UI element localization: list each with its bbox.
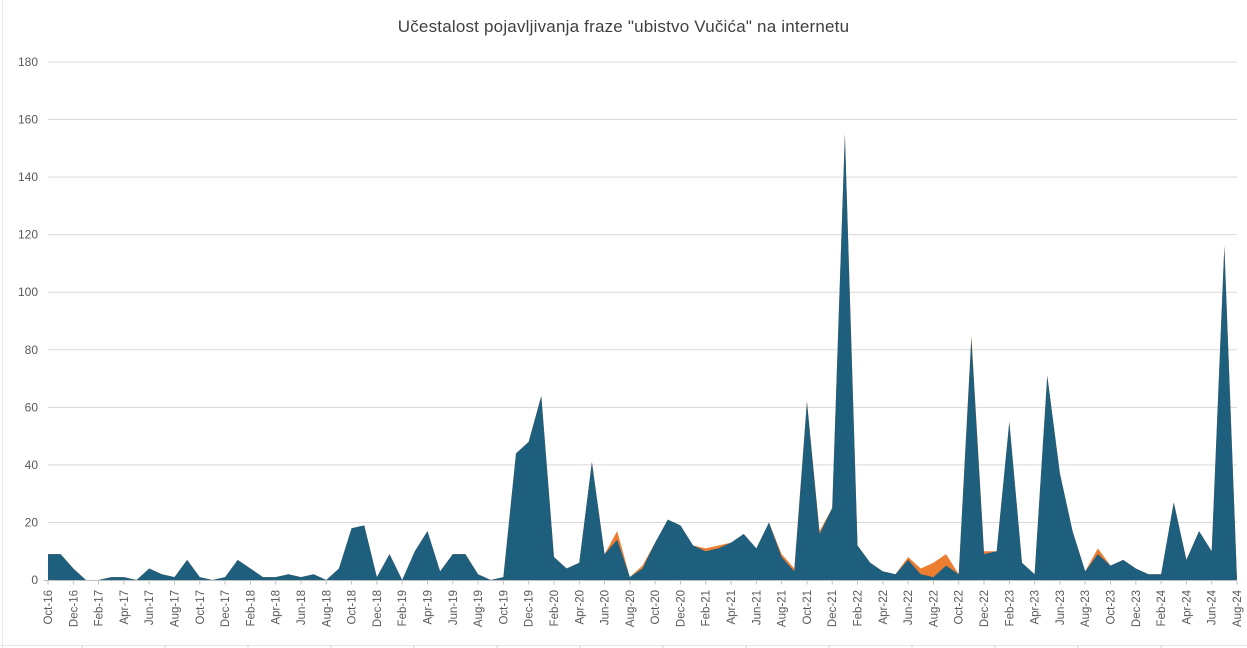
x-axis-tick-label: Jun-17 [144, 590, 156, 625]
x-axis-tick-label: Apr-17 [119, 590, 131, 625]
x-axis-tick-label: Feb-24 [1156, 589, 1168, 626]
x-axis-tick-label: Oct-20 [650, 590, 662, 625]
x-axis-tick-label: Aug-19 [473, 590, 485, 627]
x-axis-tick-label: Dec-20 [675, 590, 687, 627]
x-axis-tick-label: Jun-18 [296, 590, 308, 625]
x-axis-tick-label: Aug-17 [169, 590, 181, 627]
x-axis-tick-label: Apr-23 [1030, 590, 1042, 625]
y-axis-tick-label: 120 [18, 228, 38, 242]
x-axis-tick-label: Aug-23 [1080, 590, 1092, 627]
x-axis-tick-label: Jun-21 [751, 590, 763, 625]
x-axis-tick-label: Oct-18 [347, 590, 359, 625]
x-axis-tick-label: Apr-19 [422, 590, 434, 625]
x-axis-tick-label: Apr-24 [1181, 589, 1193, 624]
x-axis-tick-label: Dec-21 [827, 590, 839, 627]
x-axis-tick-label: Aug-20 [625, 590, 637, 627]
x-axis-tick-label: Feb-21 [701, 590, 713, 626]
x-axis-tick-label: Dec-16 [68, 590, 80, 627]
x-axis-tick-label: Dec-19 [524, 590, 536, 627]
x-axis-tick-label: Jun-19 [448, 590, 460, 625]
y-axis-tick-label: 100 [18, 285, 38, 299]
x-axis-tick-label: Oct-17 [195, 590, 207, 625]
area-series-teal [48, 133, 1237, 580]
x-axis-tick-label: Feb-20 [549, 590, 561, 626]
x-axis-tick-label: Oct-21 [802, 590, 814, 625]
x-axis-tick-label: Dec-18 [372, 590, 384, 627]
x-axis-tick-label: Aug-24 [1232, 589, 1244, 627]
y-axis-tick-label: 160 [18, 113, 38, 127]
x-axis-tick-label: Feb-17 [94, 590, 106, 626]
y-axis-tick-label: 80 [25, 343, 39, 357]
x-axis-tick-label: Oct-16 [43, 590, 55, 625]
y-axis-tick-label: 140 [18, 170, 38, 184]
y-axis-tick-label: 180 [18, 55, 38, 69]
x-axis-tick-label: Oct-23 [1106, 590, 1118, 625]
x-axis-tick-label: Feb-19 [397, 590, 409, 626]
x-axis-tick-label: Feb-23 [1004, 590, 1016, 626]
x-axis-tick-label: Dec-17 [220, 590, 232, 627]
x-axis-tick-label: Aug-18 [321, 590, 333, 627]
x-axis-tick-label: Jun-22 [903, 590, 915, 625]
x-axis-tick-label: Apr-18 [271, 590, 283, 625]
x-axis-tick-label: Apr-20 [574, 590, 586, 625]
x-axis-tick-label: Jun-23 [1055, 590, 1067, 625]
x-axis-tick-label: Apr-21 [726, 590, 738, 625]
x-axis-tick-label: Aug-22 [928, 590, 940, 627]
y-axis-tick-label: 20 [25, 515, 39, 529]
chart-title: Učestalost pojavljivanja fraze "ubistvo … [397, 17, 850, 36]
window-left-edge [2, 0, 3, 648]
x-axis-tick-label: Jun-24 [1207, 589, 1219, 625]
y-axis-tick-label: 60 [25, 400, 39, 414]
x-axis-tick-label: Aug-21 [777, 590, 789, 627]
x-axis-tick-label: Feb-22 [853, 590, 865, 626]
x-axis-tick-label: Dec-23 [1131, 590, 1143, 627]
x-axis-tick-label: Oct-19 [498, 590, 510, 625]
x-axis-tick-label: Apr-22 [878, 590, 890, 625]
y-axis-tick-label: 40 [25, 458, 39, 472]
x-axis-tick-label: Feb-18 [245, 590, 257, 626]
y-axis-tick-label: 0 [31, 573, 38, 587]
x-axis-tick-label: Oct-22 [954, 590, 966, 625]
x-axis-tick-label: Dec-22 [979, 590, 991, 627]
x-axis-tick-label: Jun-20 [600, 590, 612, 625]
